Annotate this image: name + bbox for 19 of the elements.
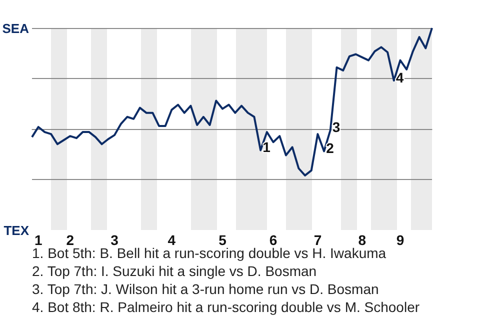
- x-tick-label: 7: [314, 232, 322, 248]
- x-tick-label: 3: [110, 232, 119, 248]
- text: 4. Bot 8th: R. Palmeiro hit a run-scoring double vs M. Schooler: [32, 298, 420, 316]
- x-tick-label: 9: [396, 232, 404, 248]
- text: TEX: [2, 223, 29, 238]
- text: 1. Bot 5th: B. Bell hit a run-scoring double vs H. Iwakuma: [32, 245, 386, 261]
- x-tick-label: 6: [269, 232, 278, 248]
- text: 3. Top 7th: J. Wilson hit a 3-run home run vs D. Bosman: [32, 280, 380, 298]
- x-tick-label: 8: [358, 232, 366, 248]
- annotation: 2: [326, 140, 334, 156]
- text: 2. Top 7th: I. Suzuki hit a single vs D. Bosman: [32, 262, 318, 280]
- x-tick-label: 2: [66, 232, 74, 248]
- x-tick-label: 1: [34, 232, 42, 248]
- x-tick-label: 4: [168, 232, 176, 248]
- annotation: 1: [262, 139, 271, 156]
- text: SEA: [1, 21, 29, 36]
- annotation: 4: [396, 70, 404, 86]
- x-tick-label: 5: [218, 232, 227, 248]
- annotation: 3: [332, 119, 340, 136]
